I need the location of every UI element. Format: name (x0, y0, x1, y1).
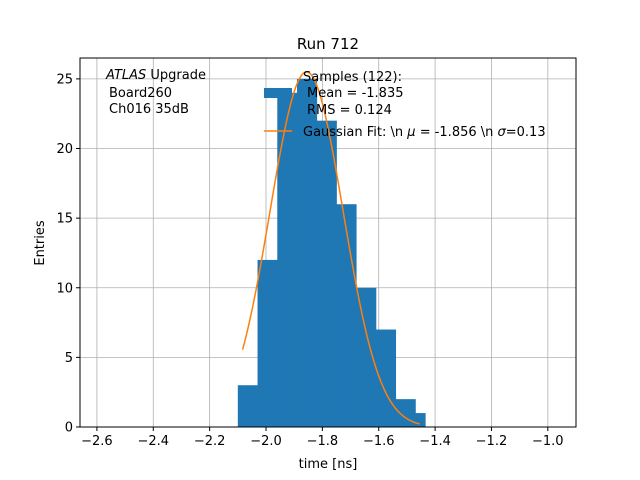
y-axis-label: Entries (33, 220, 48, 266)
x-tick-label-7: −1.2 (476, 434, 508, 449)
x-tick-label-4: −1.8 (307, 434, 339, 449)
svg-text:ATLAS Upgrade: ATLAS Upgrade (105, 68, 206, 83)
y-tick-label-3: 15 (56, 212, 73, 227)
histogram-bar-8 (316, 120, 327, 428)
histogram-bar-0 (237, 385, 249, 427)
histogram-bar-7 (306, 78, 318, 428)
legend-samples-line-3: RMS = 0.124 (307, 103, 392, 118)
y-tick-label-1: 5 (65, 351, 73, 366)
atlas-annotation: ATLAS Upgrade Board260 Ch016 35dB (105, 68, 206, 117)
atlas-label: ATLAS (105, 68, 146, 83)
histogram-bar-3 (267, 259, 278, 427)
x-tick-label-2: −2.2 (194, 434, 226, 449)
board-label: Board260 (109, 86, 172, 101)
x-axis-label: time [ns] (299, 457, 358, 472)
histogram-bar-2 (257, 259, 268, 427)
x-tick-label-3: −2.0 (250, 434, 282, 449)
x-tick-label-5: −1.6 (363, 434, 395, 449)
histogram-bar-6 (297, 78, 308, 428)
channel-label: Ch016 35dB (109, 102, 189, 117)
axis-ticks: −2.6 −2.4 −2.2 −2.0 −1.8 −1.6 −1.4 −1.2 −1.0 0 5 10… (56, 72, 563, 449)
gaussian-fit-line (241, 71, 420, 425)
gaussian-fit-series (241, 71, 420, 425)
x-tick-label-8: −1.0 (532, 434, 564, 449)
y-tick-label-2: 10 (56, 281, 73, 296)
histogram-bar-5 (287, 92, 298, 428)
legend: Samples (122): Mean = -1.835 RMS = 0.124… (264, 70, 546, 140)
plot-frame (79, 57, 577, 428)
histogram-bar-17 (405, 399, 416, 427)
y-tick-label-4: 20 (56, 142, 73, 157)
histogram-bar-1 (247, 385, 258, 427)
histogram-bar-9 (326, 120, 337, 428)
histogram-bar-10 (336, 204, 347, 427)
legend-samples-line-2: Mean = -1.835 (307, 86, 403, 101)
histogram-bar-12 (356, 287, 367, 427)
histogram-bar-13 (366, 287, 377, 427)
legend-fit-label: Gaussian Fit: \n μ = -1.856 \n σ=0.13 (303, 125, 546, 140)
histogram-bar-11 (346, 204, 357, 427)
histogram-bars (237, 78, 426, 428)
y-tick-label-5: 25 (56, 72, 73, 87)
histogram-bar-14 (375, 329, 387, 427)
histogram-bar-15 (385, 329, 397, 427)
y-tick-label-0: 0 (65, 421, 73, 436)
x-tick-label-0: −2.6 (81, 434, 113, 449)
legend-samples-line-1: Samples (122): (303, 70, 402, 85)
x-tick-label-1: −2.4 (137, 434, 169, 449)
histogram-bar-18 (415, 413, 426, 427)
upgrade-label: Upgrade (146, 68, 206, 83)
chart-title: Run 712 (297, 35, 359, 53)
histogram-bar-4 (277, 92, 288, 428)
legend-samples-swatch (264, 88, 292, 98)
x-tick-label-6: −1.4 (419, 434, 451, 449)
